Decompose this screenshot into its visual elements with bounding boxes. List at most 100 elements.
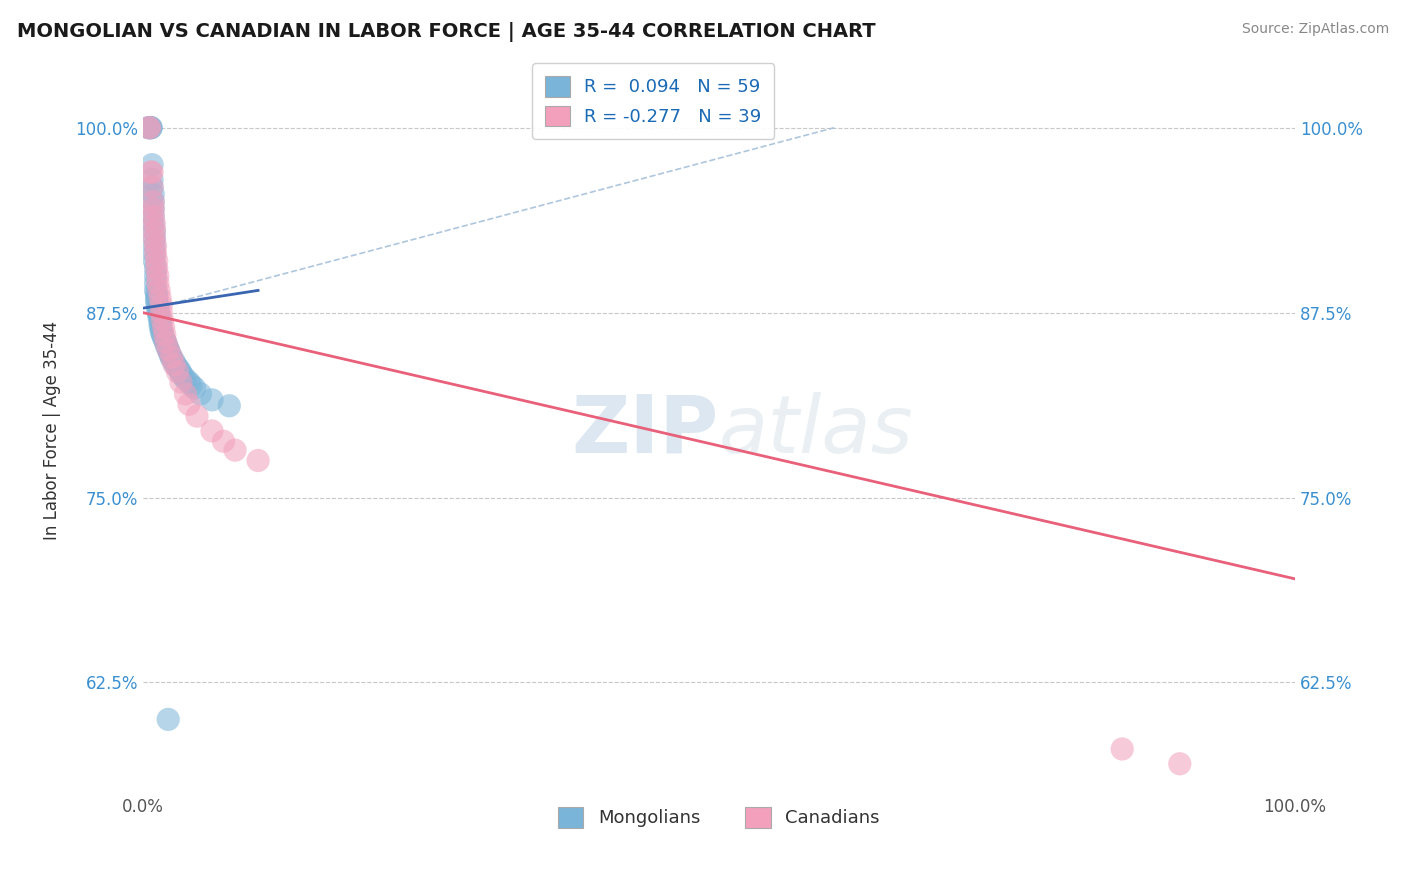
Point	[201, 392, 224, 407]
Point	[156, 340, 179, 354]
Point	[166, 365, 188, 379]
Point	[157, 712, 180, 726]
Point	[152, 327, 174, 342]
Point	[150, 305, 173, 319]
Point	[146, 304, 169, 318]
Point	[141, 158, 163, 172]
Point	[141, 165, 163, 179]
Point	[145, 253, 167, 268]
Point	[141, 179, 163, 194]
Point	[170, 366, 193, 380]
Point	[142, 210, 165, 224]
Text: atlas: atlas	[718, 392, 914, 470]
Point	[247, 453, 270, 467]
Point	[157, 343, 180, 357]
Point	[152, 313, 174, 327]
Point	[145, 284, 167, 298]
Point	[150, 322, 173, 336]
Point	[153, 327, 176, 342]
Point	[177, 397, 200, 411]
Point	[145, 239, 167, 253]
Point	[148, 284, 170, 298]
Point	[174, 387, 197, 401]
Point	[169, 363, 191, 377]
Point	[150, 325, 173, 339]
Point	[139, 120, 162, 135]
Point	[143, 217, 166, 231]
Point	[163, 354, 186, 368]
Point	[143, 253, 166, 268]
Point	[165, 357, 187, 371]
Text: Source: ZipAtlas.com: Source: ZipAtlas.com	[1241, 22, 1389, 37]
Point	[145, 293, 167, 307]
Point	[201, 424, 224, 438]
Point	[149, 316, 172, 330]
Point	[159, 349, 181, 363]
Point	[143, 232, 166, 246]
Point	[142, 202, 165, 216]
Point	[139, 120, 162, 135]
Point	[145, 289, 167, 303]
Point	[224, 443, 246, 458]
Point	[142, 210, 165, 224]
Y-axis label: In Labor Force | Age 35-44: In Labor Force | Age 35-44	[44, 321, 60, 541]
Point	[166, 360, 188, 375]
Point	[145, 295, 167, 310]
Point	[143, 224, 166, 238]
Point	[145, 276, 167, 290]
Point	[143, 224, 166, 238]
Point	[148, 307, 170, 321]
Point	[146, 301, 169, 315]
Point	[172, 369, 194, 384]
Point	[143, 246, 166, 260]
Point	[157, 343, 180, 357]
Point	[138, 120, 160, 135]
Legend: Mongolians, Canadians: Mongolians, Canadians	[551, 800, 887, 835]
Point	[157, 345, 180, 359]
Point	[138, 120, 160, 135]
Point	[190, 387, 212, 401]
Point	[1168, 756, 1191, 771]
Point	[152, 320, 174, 334]
Point	[143, 239, 166, 253]
Point	[139, 120, 162, 135]
Point	[174, 372, 197, 386]
Text: ZIP: ZIP	[572, 392, 718, 470]
Point	[143, 232, 166, 246]
Point	[138, 120, 160, 135]
Point	[145, 268, 167, 283]
Point	[160, 350, 183, 364]
Point	[142, 194, 165, 209]
Point	[142, 202, 165, 216]
Point	[149, 313, 172, 327]
Point	[183, 381, 205, 395]
Point	[148, 310, 170, 324]
Point	[212, 434, 235, 449]
Point	[142, 194, 165, 209]
Point	[155, 335, 177, 350]
Point	[155, 336, 177, 351]
Point	[218, 399, 240, 413]
Point	[146, 268, 169, 283]
Point	[142, 217, 165, 231]
Point	[160, 351, 183, 366]
Point	[153, 334, 176, 348]
Point	[152, 331, 174, 345]
Point	[141, 179, 163, 194]
Point	[146, 276, 169, 290]
Point	[145, 261, 167, 276]
Point	[145, 246, 167, 260]
Point	[145, 286, 167, 301]
Point	[149, 318, 172, 333]
Point	[1111, 742, 1133, 756]
Point	[149, 291, 172, 305]
Point	[139, 120, 162, 135]
Point	[177, 375, 200, 389]
Point	[139, 165, 162, 179]
Point	[180, 378, 202, 392]
Text: MONGOLIAN VS CANADIAN IN LABOR FORCE | AGE 35-44 CORRELATION CHART: MONGOLIAN VS CANADIAN IN LABOR FORCE | A…	[17, 22, 876, 42]
Point	[163, 357, 186, 371]
Point	[141, 172, 163, 186]
Point	[142, 187, 165, 202]
Point	[170, 375, 193, 389]
